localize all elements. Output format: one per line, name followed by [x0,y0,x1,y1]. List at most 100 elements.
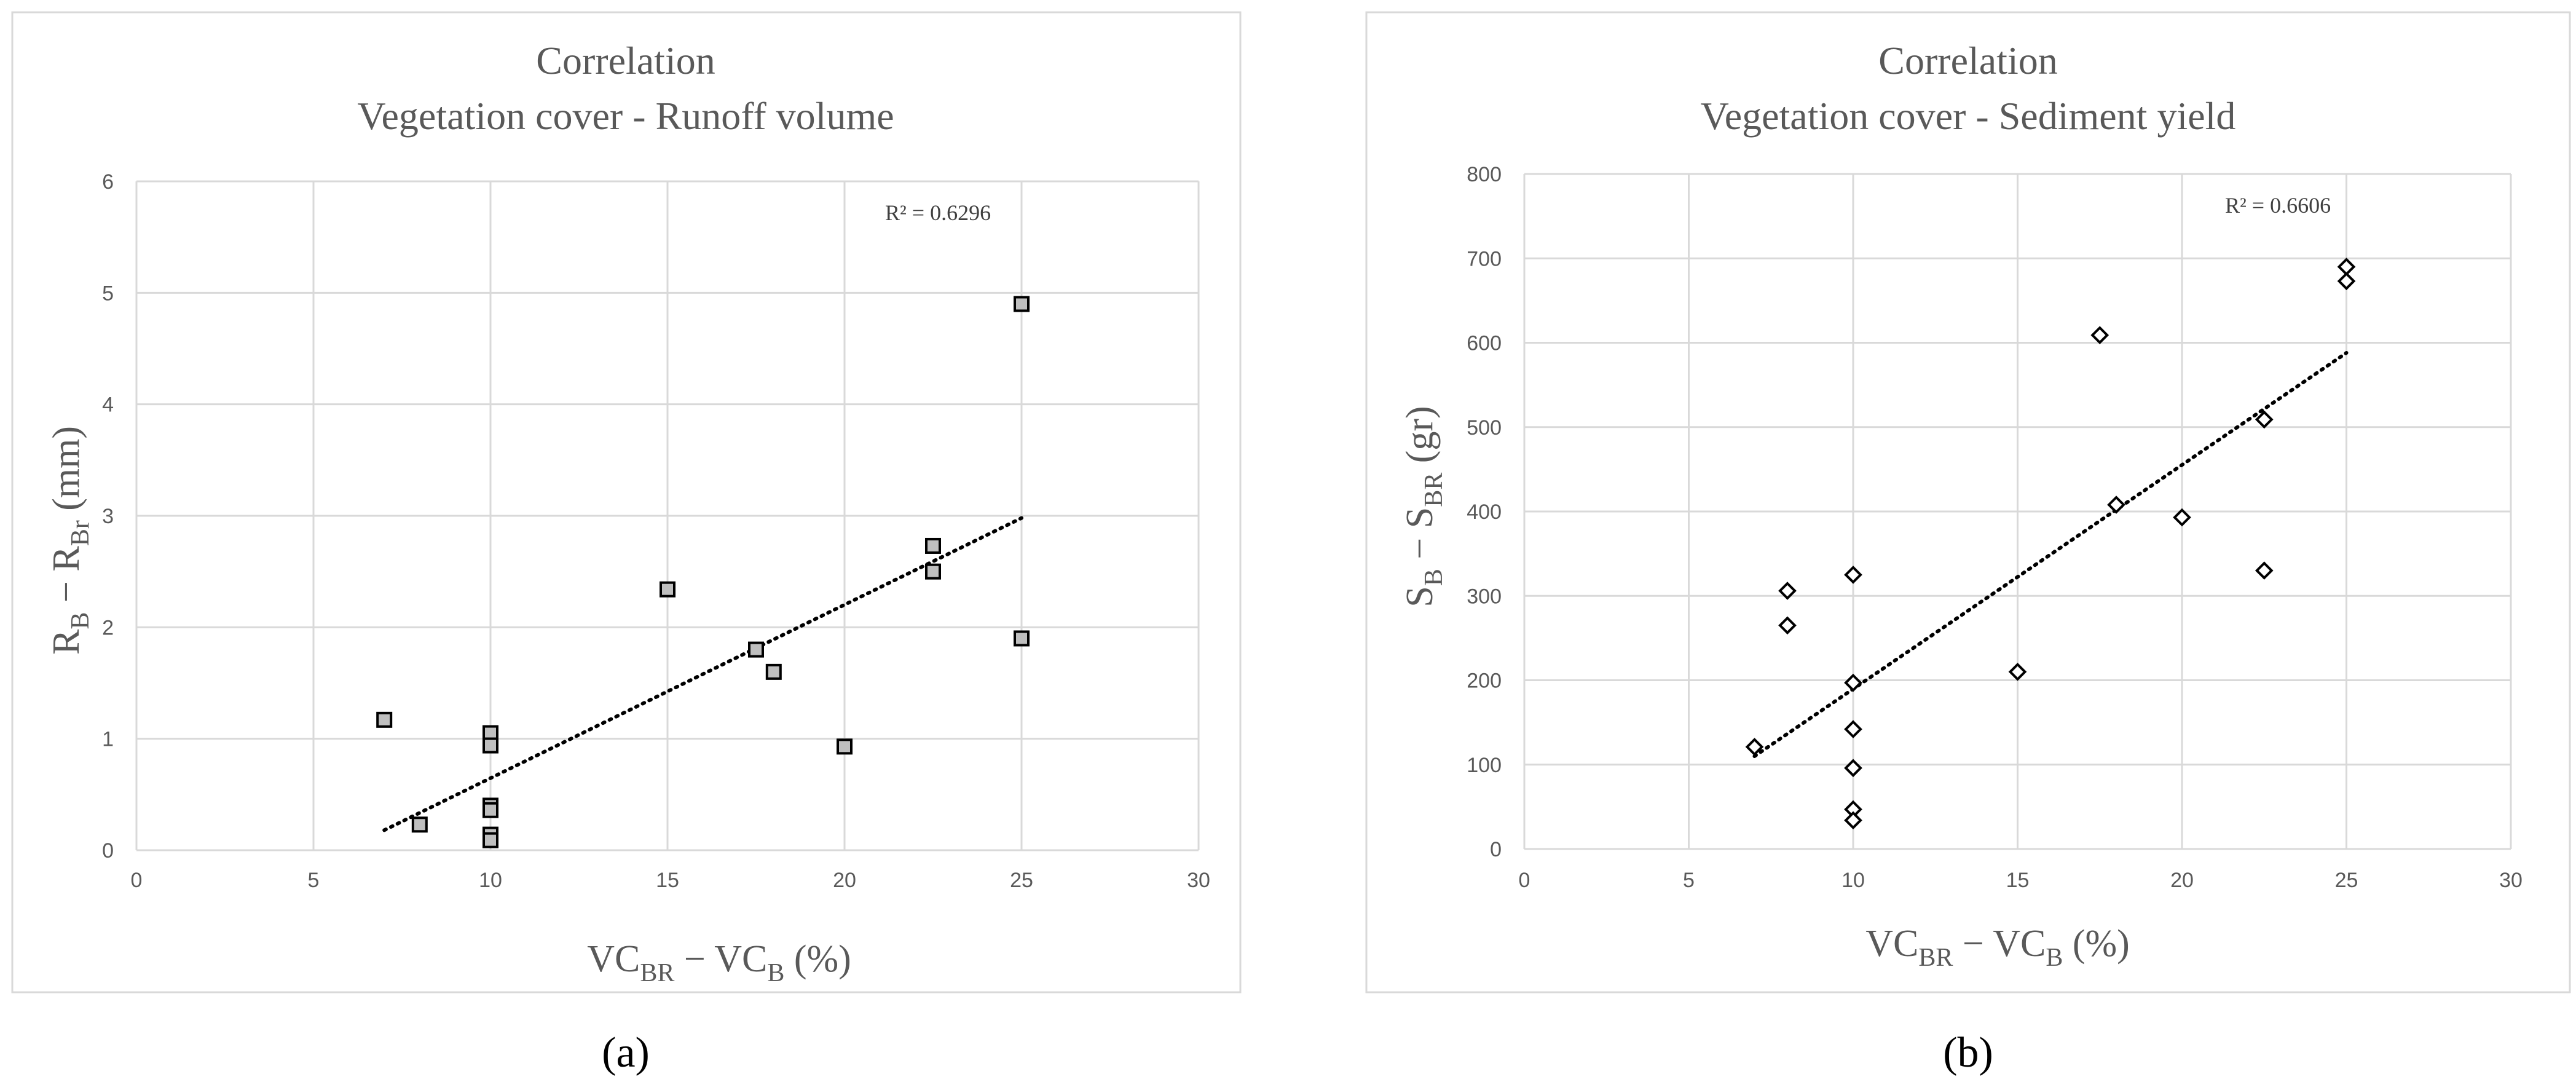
panel-b-x-tick-label: 15 [2006,869,2030,892]
panel-a-data-point [837,738,853,755]
panel-a-x-tick-label: 15 [656,869,679,892]
panel-a-y-ticks: 0 1 2 3 4 5 6 [102,170,114,863]
panel-a-data-point [925,563,941,580]
panel-a-data-point [1014,296,1030,312]
panel-b-y-tick-label: 100 [1467,754,1502,777]
panel-b-x-ticks: 0 5 10 15 20 25 30 [1519,869,2523,892]
panel-b-data-point [1844,759,1862,778]
panel-b-y-tick-label: 800 [1467,163,1502,186]
panel-a-data-point [765,663,782,680]
panel-a-data-point [483,802,498,818]
panel-a-x-tick-label: 0 [131,869,143,892]
panel-a-data-point [925,537,941,554]
panel-b-letter: (b) [1943,1029,1993,1076]
panel-a: Correlation Vegetation cover - Runoff vo… [11,11,1242,993]
panel-a-letter: (a) [602,1029,650,1076]
panel-b-ylabel-sub2: BR [1420,473,1448,507]
panel-b-x-tick-label: 25 [2335,869,2358,892]
panel-b-xlabel-part1: VC [1865,923,1918,965]
panel-b-gridlines [1523,173,2512,850]
panel-b-y-tick-label: 700 [1467,247,1502,271]
panel-a-xlabel-part2: − VC [674,938,767,980]
panel-a-ylabel-sub2: Br [66,520,95,546]
panel-a-r2-label: R² = 0.6296 [885,200,991,225]
panel-a-x-tick-label: 20 [833,869,856,892]
panel-a-ylabel-part2: − R [45,546,87,612]
panel-a-y-axis-label: RB − RBr (mm) [45,426,95,655]
panel-b-subtitle: Vegetation cover - Sediment yield [1701,94,2236,138]
panel-b-data-point [2107,496,2125,514]
panel-a-x-tick-label: 30 [1187,869,1210,892]
panel-b-y-tick-label: 500 [1467,416,1502,440]
panel-a-subtitle: Vegetation cover - Runoff volume [357,94,894,138]
panel-b-xlabel-sub2: B [2046,944,2063,972]
panel-a-y-tick-label: 3 [102,505,114,528]
panel-b-xlabel-part3: (%) [2063,923,2129,965]
panel-b-xlabel-part2: − VC [1953,923,2046,965]
panel-b-ylabel-part2: − S [1399,507,1441,569]
panel-a-gridlines [135,180,1200,851]
panel-a-xlabel-part3: (%) [784,938,851,980]
panel-a-y-tick-label: 0 [102,839,114,863]
panel-a-points [376,296,1030,848]
panel-a-y-tick-label: 5 [102,282,114,305]
panel-b-frame [1365,11,2571,993]
panel-b-x-tick-label: 20 [2170,869,2194,892]
panel-b-data-point [2337,272,2356,291]
panel-b-x-tick-label: 0 [1519,869,1530,892]
panel-b-ylabel-part3: (gr) [1399,406,1441,472]
panel-b-ylabel-sub1: B [1420,569,1448,586]
panel-a-data-point [483,832,498,848]
panel-a-y-tick-label: 1 [102,728,114,751]
panel-b-y-tick-label: 0 [1490,838,1502,861]
panel-b-data-point [1778,582,1797,600]
panel-b-data-point [2008,662,2027,681]
panel-a-xlabel-sub1: BR [640,959,674,987]
panel-b-x-tick-label: 5 [1683,869,1695,892]
panel-a-ylabel-part3: (mm) [45,426,87,520]
panel-b-data-point [2255,410,2274,429]
panel-a-y-tick-label: 6 [102,170,114,194]
panel-b-y-tick-label: 300 [1467,585,1502,608]
panel-a-data-point [483,737,498,754]
panel-a-y-tick-label: 2 [102,616,114,639]
panel-a-trendline [382,516,1023,832]
panel-b-y-tick-label: 600 [1467,332,1502,355]
panel-b: Correlation Vegetation cover - Sediment … [1365,11,2571,993]
panel-a-data-point [748,641,764,658]
panel-b-data-point [2255,561,2274,580]
panel-b-ylabel-part1: S [1399,586,1441,607]
panel-a-ylabel-sub1: B [66,612,95,630]
panel-b-data-point [1844,720,1862,738]
panel-b-xlabel-sub1: BR [1918,944,1953,972]
panel-b-x-axis-label: VCBR − VCB (%) [1865,923,2130,972]
panel-b-y-tick-label: 400 [1467,500,1502,524]
panel-a-xlabel-part1: VC [587,938,640,980]
panel-a-xlabel-sub2: B [767,959,784,987]
panel-a-data-point [411,816,428,833]
panel-b-points [1745,258,2356,830]
panel-a-data-point [376,711,393,728]
panel-b-x-tick-label: 10 [1841,869,1865,892]
panel-b-title: Correlation [1878,39,2057,82]
panel-b-data-point [1844,673,1862,692]
panel-b-data-point [2173,508,2191,527]
panel-b-data-point [1844,811,1862,830]
panel-b-data-point [1745,738,1764,756]
panel-a-data-point [1014,630,1030,647]
panel-a-x-axis-label: VCBR − VCB (%) [587,938,851,987]
panel-b-data-point [1844,566,1862,584]
panel-a-data-point [660,581,676,598]
panel-a-y-tick-label: 4 [102,393,114,417]
panel-a-x-tick-label: 5 [308,869,320,892]
panel-a-title: Correlation [536,39,715,82]
panel-b-x-tick-label: 30 [2499,869,2523,892]
panel-a-frame [11,11,1242,993]
panel-a-x-ticks: 0 5 10 15 20 25 30 [131,869,1210,892]
panel-b-y-ticks: 0 100 200 300 400 500 600 700 800 [1467,163,1502,861]
panel-a-ylabel-part1: R [45,629,87,655]
panel-a-x-tick-label: 25 [1010,869,1033,892]
panel-b-y-axis-label: SB − SBR (gr) [1399,406,1448,607]
panel-b-y-tick-label: 200 [1467,669,1502,693]
